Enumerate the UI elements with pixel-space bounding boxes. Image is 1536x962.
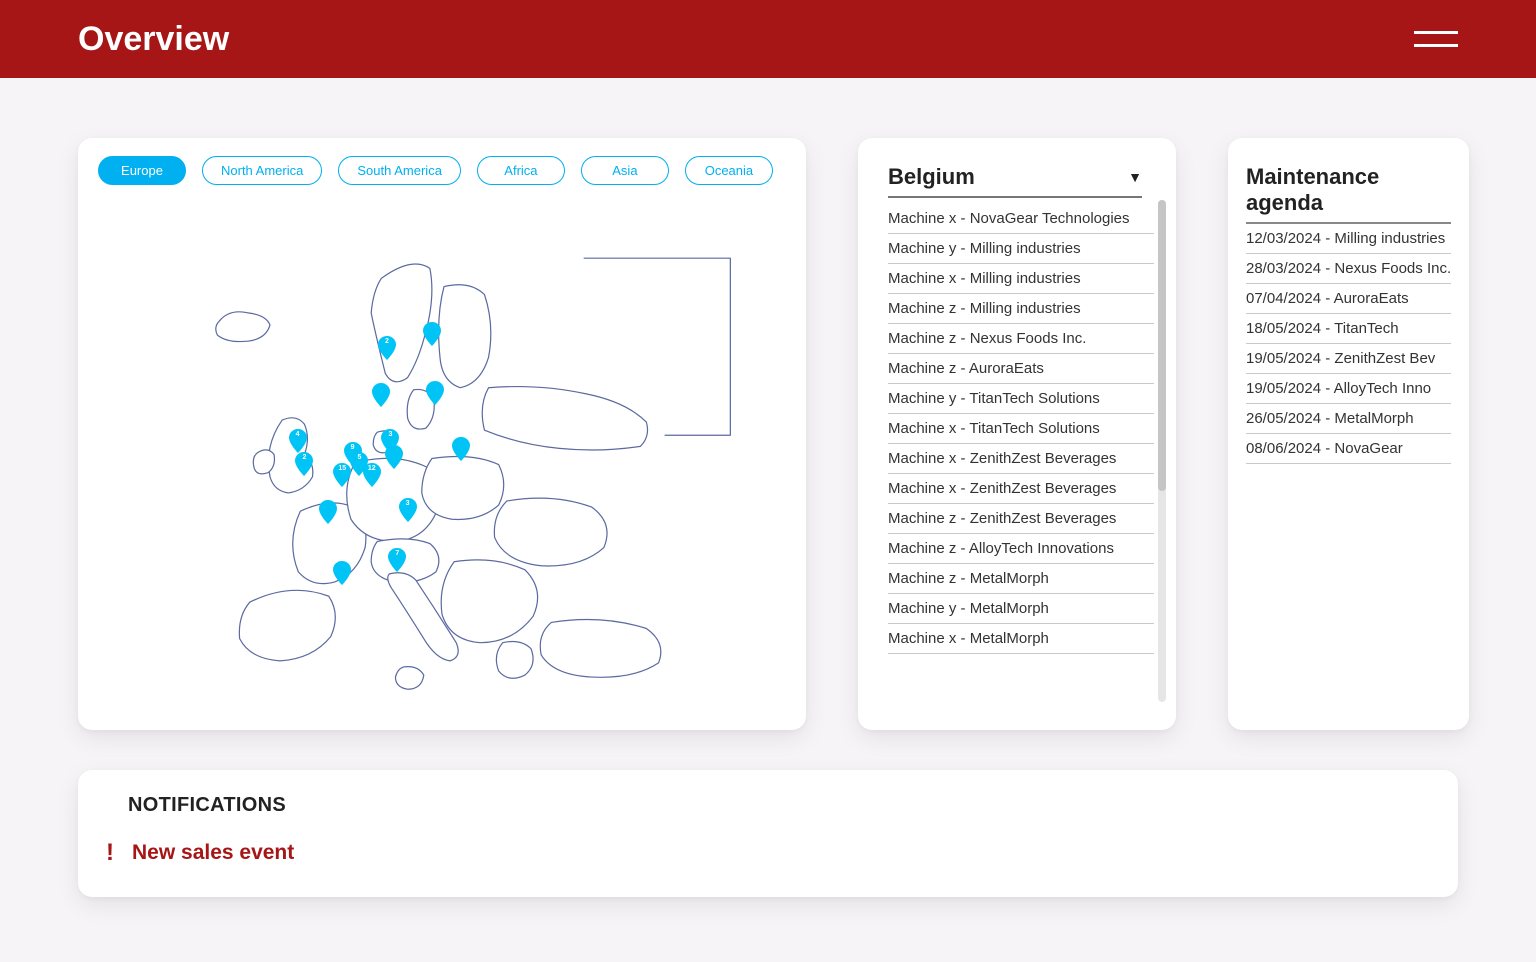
app-header: Overview — [0, 0, 1536, 78]
machine-row[interactable]: Machine z - Nexus Foods Inc. — [888, 324, 1154, 354]
region-tab-africa[interactable]: Africa — [477, 156, 565, 185]
country-selected: Belgium — [888, 164, 975, 190]
map-pin[interactable]: 3 — [399, 498, 417, 522]
machine-row[interactable]: Machine x - Milling industries — [888, 264, 1154, 294]
machine-row[interactable]: Machine z - ZenithZest Beverages — [888, 504, 1154, 534]
map-pin[interactable]: 4 — [289, 429, 307, 453]
agenda-row[interactable]: 26/05/2024 - MetalMorph — [1246, 404, 1451, 434]
machine-row[interactable]: Machine z - MetalMorph — [888, 564, 1154, 594]
region-tab-north-america[interactable]: North America — [202, 156, 322, 185]
scrollbar-thumb[interactable] — [1158, 200, 1166, 491]
agenda-row[interactable]: 08/06/2024 - NovaGear — [1246, 434, 1451, 464]
region-tabs: Europe North America South America Africa As… — [98, 156, 786, 185]
map-pin[interactable] — [452, 437, 470, 461]
machine-row[interactable]: Machine z - AlloyTech Innovations — [888, 534, 1154, 564]
region-tab-south-america[interactable]: South America — [338, 156, 461, 185]
chevron-down-icon: ▼ — [1128, 169, 1142, 185]
machine-row[interactable]: Machine y - Milling industries — [888, 234, 1154, 264]
agenda-row[interactable]: 18/05/2024 - TitanTech — [1246, 314, 1451, 344]
map-pin-count: 12 — [363, 465, 381, 472]
region-tab-asia[interactable]: Asia — [581, 156, 669, 185]
map-pin-count: 2 — [378, 338, 396, 345]
region-tab-europe[interactable]: Europe — [98, 156, 186, 185]
map-pin-count: 15 — [333, 465, 351, 472]
map-pin[interactable] — [319, 500, 337, 524]
map-card: Europe North America South America Africa As… — [78, 138, 806, 730]
map-pin[interactable] — [372, 383, 390, 407]
map-pin[interactable]: 7 — [388, 548, 406, 572]
main-content: Europe North America South America Africa As… — [0, 78, 1536, 770]
map-pin[interactable] — [333, 561, 351, 585]
scrollbar[interactable] — [1158, 200, 1166, 702]
map-pin-count: 2 — [295, 454, 313, 461]
machine-row[interactable]: Machine x - ZenithZest Beverages — [888, 444, 1154, 474]
machine-row[interactable]: Machine x - ZenithZest Beverages — [888, 474, 1154, 504]
map-pin[interactable]: 15 — [333, 463, 351, 487]
map-pin[interactable] — [423, 322, 441, 346]
region-tab-oceania[interactable]: Oceania — [685, 156, 773, 185]
page-title: Overview — [78, 20, 229, 59]
menu-icon[interactable] — [1414, 24, 1458, 54]
map-pin[interactable]: 12 — [363, 463, 381, 487]
notifications-section: NOTIFICATIONS ! New sales event — [0, 770, 1536, 937]
machine-row[interactable]: Machine x - MetalMorph — [888, 624, 1154, 654]
map-pin[interactable]: 2 — [295, 452, 313, 476]
machine-row[interactable]: Machine y - MetalMorph — [888, 594, 1154, 624]
agenda-row[interactable]: 19/05/2024 - ZenithZest Bev — [1246, 344, 1451, 374]
machine-row[interactable]: Machine z - Milling industries — [888, 294, 1154, 324]
notification-row[interactable]: ! New sales event — [106, 839, 1408, 867]
map-pin[interactable]: 2 — [378, 336, 396, 360]
machine-list: Machine x - NovaGear TechnologiesMachine… — [888, 204, 1154, 654]
alert-icon: ! — [106, 839, 114, 867]
map-pin-count: 5 — [350, 454, 368, 461]
agenda-card: Maintenance agenda 12/03/2024 - Milling … — [1228, 138, 1469, 730]
agenda-row[interactable]: 28/03/2024 - Nexus Foods Inc. — [1246, 254, 1451, 284]
map-pin-count: 3 — [381, 431, 399, 438]
europe-map — [98, 195, 786, 726]
map-pin-count: 7 — [388, 550, 406, 557]
map-pin-count: 3 — [399, 500, 417, 507]
map-container[interactable]: 2 4 2 9 3 15 5 12 3 7 — [98, 195, 786, 726]
machine-row[interactable]: Machine y - TitanTech Solutions — [888, 384, 1154, 414]
agenda-row[interactable]: 12/03/2024 - Milling industries — [1246, 224, 1451, 254]
map-pin-count: 9 — [344, 444, 362, 451]
map-pin-count: 4 — [289, 431, 307, 438]
machine-row[interactable]: Machine x - TitanTech Solutions — [888, 414, 1154, 444]
notifications-card: NOTIFICATIONS ! New sales event — [78, 770, 1458, 897]
map-pin[interactable] — [426, 381, 444, 405]
map-pin[interactable] — [385, 445, 403, 469]
agenda-list: 12/03/2024 - Milling industries28/03/202… — [1246, 224, 1451, 464]
machine-row[interactable]: Machine z - AuroraEats — [888, 354, 1154, 384]
notifications-title: NOTIFICATIONS — [128, 794, 1408, 817]
country-list-card: Belgium ▼ Machine x - NovaGear Technolog… — [858, 138, 1176, 730]
country-dropdown[interactable]: Belgium ▼ — [888, 164, 1142, 198]
notification-text: New sales event — [132, 841, 294, 865]
machine-row[interactable]: Machine x - NovaGear Technologies — [888, 204, 1154, 234]
agenda-title: Maintenance agenda — [1246, 164, 1451, 224]
agenda-row[interactable]: 07/04/2024 - AuroraEats — [1246, 284, 1451, 314]
agenda-row[interactable]: 19/05/2024 - AlloyTech Inno — [1246, 374, 1451, 404]
